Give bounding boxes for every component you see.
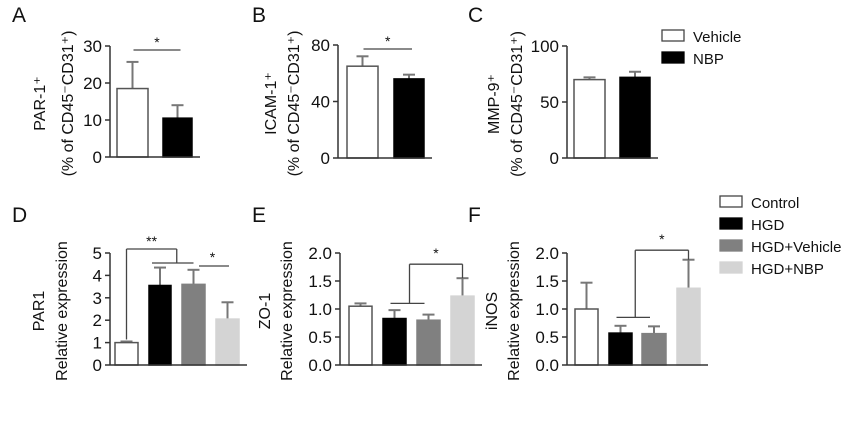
legend-1: Vehicle NBP	[661, 29, 741, 68]
y-tick-label: 0	[321, 149, 330, 168]
legend-swatch	[661, 29, 685, 42]
panel-e: E ZO-1 Relative expression 0.0 0.5 1.0 1.5 2.0 *	[252, 204, 482, 381]
panel-letter: F	[468, 204, 481, 227]
bar-hgd-vehicle	[416, 319, 441, 366]
legend-swatch	[719, 195, 743, 208]
y-tick-label: 0.0	[535, 356, 559, 375]
panel-letter: B	[252, 4, 266, 27]
y-tick-label: 100	[531, 37, 559, 56]
y-tick-label: 0.0	[308, 356, 332, 375]
y-tick-label: 0	[93, 148, 102, 167]
bar-control	[574, 308, 599, 366]
y-tick-label: 2.0	[308, 244, 332, 263]
y-axis-label: iNOS	[484, 292, 501, 330]
panel-c: C MMP-9⁺ (% of CD45⁻CD31⁺) 0 50 100	[468, 4, 658, 177]
panel-letter: C	[468, 4, 483, 27]
y-tick-label: 2.0	[535, 244, 559, 263]
y-tick-label: 5	[93, 244, 102, 263]
y-axis-label: ICAM-1⁺	[263, 72, 280, 135]
y-tick-label: 1.0	[535, 300, 559, 319]
y-tick-label: 0.5	[535, 328, 559, 347]
bar-hgd	[608, 332, 633, 366]
bar-nbp	[393, 78, 425, 159]
legend-swatch	[719, 261, 743, 274]
y-tick-label: 4	[93, 266, 102, 285]
y-tick-label: 40	[311, 93, 330, 112]
y-tick-label: 0.5	[308, 328, 332, 347]
bar-nbp	[162, 117, 193, 158]
bar-hgd-vehicle	[181, 283, 206, 366]
legend-label: Vehicle	[693, 29, 741, 46]
y-tick-label: 1.5	[308, 272, 332, 291]
legend-swatch	[661, 51, 685, 64]
significance-label: *	[433, 245, 439, 261]
panel-letter: A	[12, 4, 26, 27]
y-tick-label: 10	[83, 111, 102, 130]
y-tick-label: 0	[550, 149, 559, 168]
legend-label: Control	[751, 195, 799, 212]
y-axis-label: (% of CD45⁻CD31⁺)	[509, 31, 526, 177]
bar-control	[348, 305, 373, 366]
bar-hgd-nbp	[450, 295, 475, 366]
bar-vehicle	[573, 78, 606, 159]
bar-hgd	[382, 317, 407, 366]
bar-vehicle	[346, 65, 379, 159]
legend-label: HGD+NBP	[751, 261, 824, 278]
y-tick-label: 2	[93, 311, 102, 330]
bar-hgd-vehicle	[641, 332, 667, 366]
y-tick-label: 1	[93, 334, 102, 353]
legend-label: HGD+Vehicle	[751, 239, 841, 256]
y-tick-label: 20	[83, 74, 102, 93]
y-tick-label: 80	[311, 36, 330, 55]
legend-swatch	[719, 239, 743, 252]
bar-control	[114, 341, 139, 366]
y-tick-label: 3	[93, 289, 102, 308]
legend-label: NBP	[693, 51, 724, 68]
y-axis-label: ZO-1	[257, 293, 274, 330]
significance-label: *	[154, 34, 160, 50]
bar-hgd	[148, 284, 172, 366]
panel-a: A PAR-1⁺ (% of CD45⁻CD31⁺) 0 10 20 30 *	[12, 4, 200, 176]
y-tick-label: 1.0	[308, 300, 332, 319]
significance-label: **	[146, 233, 157, 249]
y-axis-label: MMP-9⁺	[486, 74, 503, 134]
legend-2: Control HGD HGD+Vehicle HGD+NBP	[719, 195, 841, 278]
bar-vehicle	[116, 87, 149, 158]
y-axis-label: (% of CD45⁻CD31⁺)	[286, 31, 303, 177]
legend-swatch	[719, 217, 743, 230]
significance-label: *	[659, 231, 665, 247]
y-axis-label: Relative expression	[279, 241, 296, 381]
y-axis-label: (% of CD45⁻CD31⁺)	[60, 31, 77, 177]
bar-hgd-nbp	[676, 287, 701, 366]
y-axis-label: PAR1	[31, 291, 48, 332]
bar-nbp	[619, 76, 651, 159]
panel-b: B ICAM-1⁺ (% of CD45⁻CD31⁺) 0 40 80 *	[252, 4, 432, 176]
y-axis-label: Relative expression	[54, 241, 71, 381]
significance-label: *	[210, 249, 216, 265]
y-tick-label: 50	[540, 93, 559, 112]
panel-letter: E	[252, 204, 266, 227]
y-tick-label: 0	[93, 356, 102, 375]
legend-label: HGD	[751, 217, 785, 234]
y-tick-label: 30	[83, 37, 102, 56]
bar-hgd-nbp	[215, 318, 240, 366]
y-axis-label: Relative expression	[506, 241, 523, 381]
significance-label: *	[385, 33, 391, 49]
y-tick-label: 1.5	[535, 272, 559, 291]
panel-letter: D	[12, 204, 27, 227]
y-axis-label: PAR-1⁺	[32, 76, 49, 130]
